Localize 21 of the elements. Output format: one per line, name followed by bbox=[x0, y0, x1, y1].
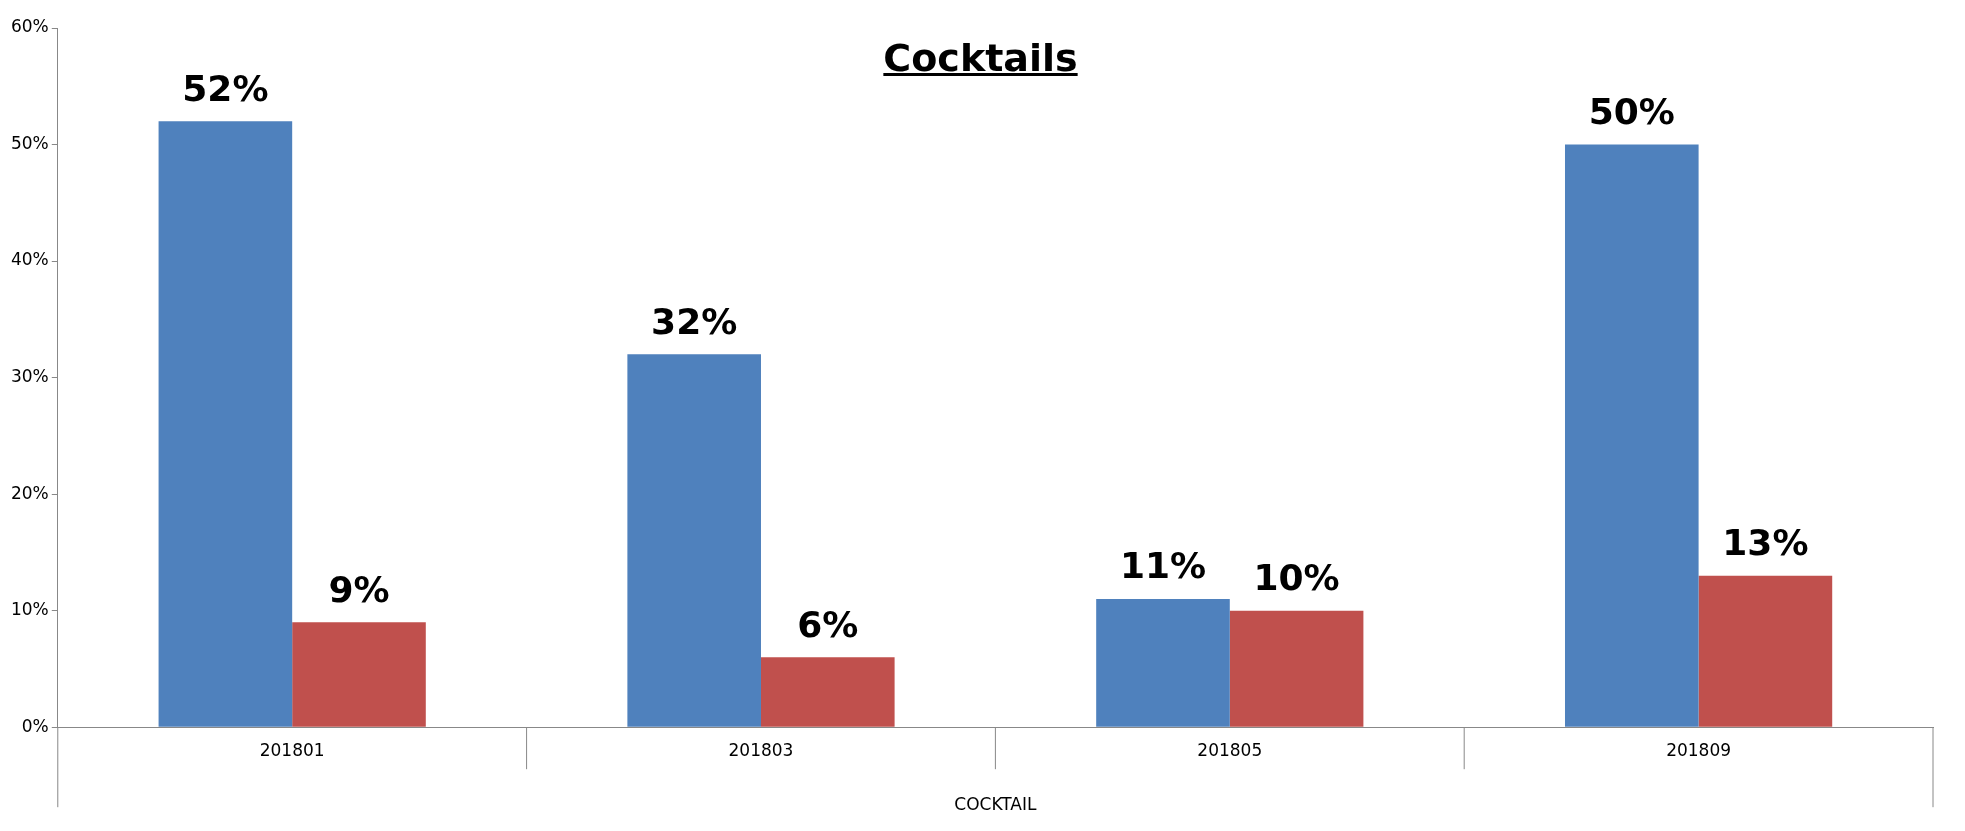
chart-title: Cocktails bbox=[883, 36, 1078, 80]
y-tick-label: 60% bbox=[10, 16, 49, 37]
data-label: 32% bbox=[651, 300, 738, 342]
y-tick-label: 40% bbox=[10, 249, 49, 270]
data-label: 11% bbox=[1119, 545, 1207, 587]
data-label: 50% bbox=[1588, 90, 1675, 132]
data-label: 9% bbox=[328, 568, 390, 610]
data-label: 13% bbox=[1722, 522, 1809, 564]
x-tick-label: 201809 bbox=[1666, 739, 1732, 760]
y-tick-label: 50% bbox=[10, 132, 49, 153]
x-tick-label: 201801 bbox=[259, 739, 325, 760]
data-label: 6% bbox=[797, 603, 859, 645]
x-tick-label: 201805 bbox=[1197, 739, 1263, 760]
data-label: 52% bbox=[182, 67, 269, 109]
x-axis-title: COCKTAIL bbox=[954, 794, 1037, 815]
data-label: 10% bbox=[1253, 557, 1340, 599]
y-tick-label: 20% bbox=[10, 482, 49, 503]
y-tick-label: 10% bbox=[10, 599, 49, 620]
y-tick-label: 0% bbox=[21, 715, 49, 736]
x-tick-label: 201803 bbox=[728, 739, 794, 760]
y-tick-label: 30% bbox=[10, 366, 49, 387]
